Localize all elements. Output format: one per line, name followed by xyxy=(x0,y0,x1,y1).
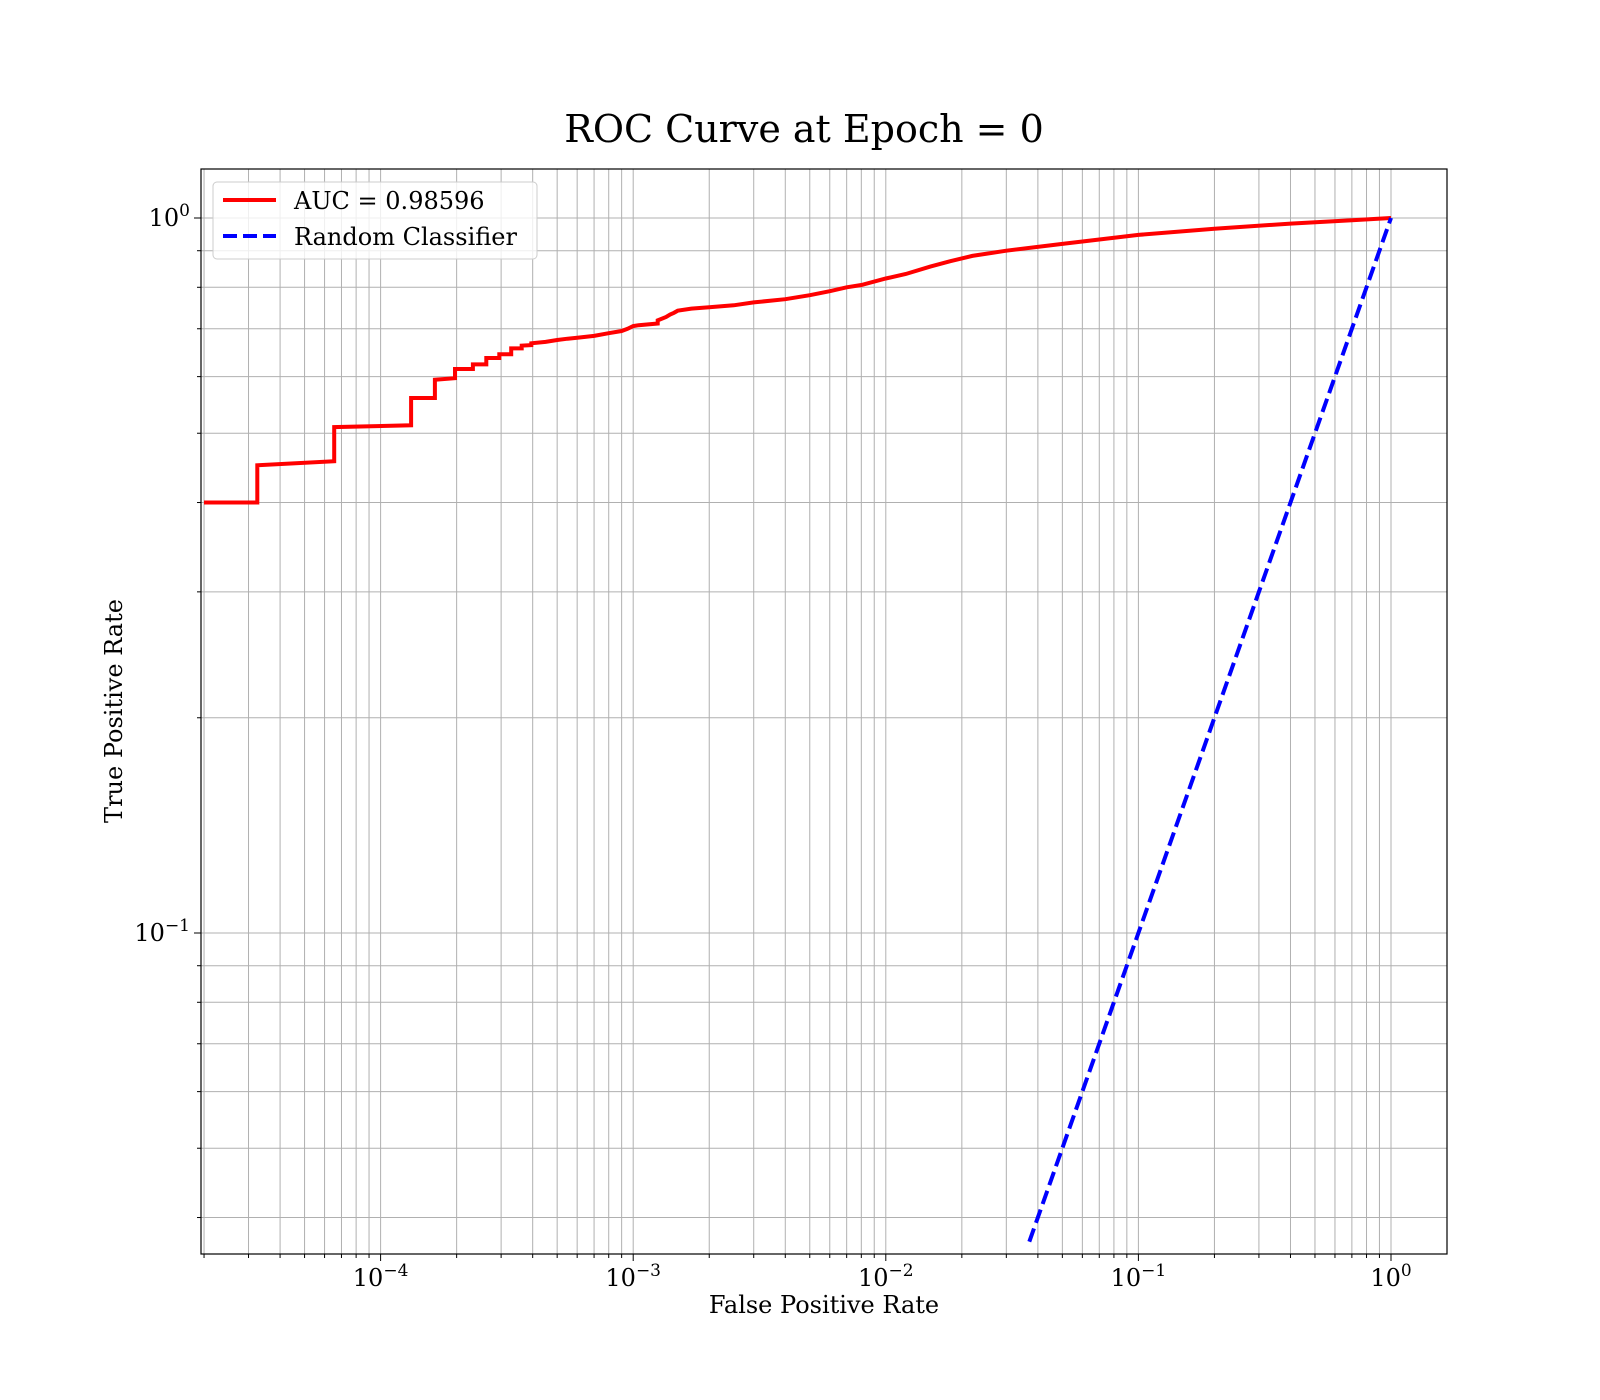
x-tick-label: 10−3 xyxy=(605,1261,661,1292)
x-tick-label: 10−1 xyxy=(1111,1261,1167,1292)
legend: AUC = 0.98596 Random Classifier xyxy=(212,181,538,260)
plot-area xyxy=(204,216,1393,1243)
x-tick-label: 10−4 xyxy=(353,1261,409,1292)
axis-ticks xyxy=(194,217,1392,1261)
y-axis-tick-labels: 10−1 100 xyxy=(134,201,190,947)
y-tick-label: 10−1 xyxy=(134,916,190,947)
y-axis-label: True Positive Rate xyxy=(100,599,128,823)
x-tick-label: 10−2 xyxy=(858,1261,914,1292)
chart-title: ROC Curve at Epoch = 0 xyxy=(564,107,1044,151)
legend-label-auc: AUC = 0.98596 xyxy=(293,187,485,215)
roc-curve-line xyxy=(204,216,1392,505)
grid xyxy=(201,169,1447,1254)
x-axis-tick-labels: 10−4 10−3 10−2 10−1 100 xyxy=(353,1261,1412,1292)
legend-box xyxy=(212,181,538,260)
x-axis-label: False Positive Rate xyxy=(709,1291,939,1319)
random-classifier-line xyxy=(1027,217,1393,1243)
x-tick-label: 100 xyxy=(1370,1261,1411,1292)
legend-label-random-classifier: Random Classifier xyxy=(294,223,517,251)
y-tick-label: 100 xyxy=(149,201,190,232)
plot-frame xyxy=(200,168,1448,1255)
